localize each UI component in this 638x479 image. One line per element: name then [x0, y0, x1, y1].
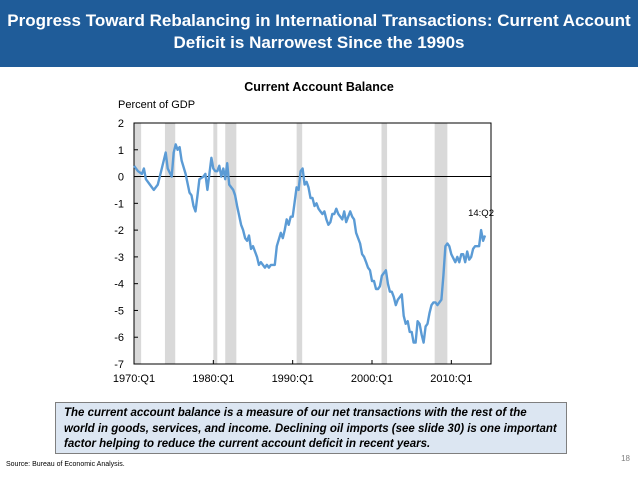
series-line: [133, 143, 487, 344]
y-tick-label: -5: [114, 305, 124, 317]
x-tick-label: 1970:Q1: [113, 373, 155, 385]
x-tick-label: 2010:Q1: [430, 373, 472, 385]
recession-band: [213, 123, 218, 364]
axis-ticks: 2 1 0 -1 -2 -3 -4 -5 -6 -7 1970:Q1 1980:Q1 1990:Q1 20…: [113, 118, 473, 385]
recession-band: [434, 123, 448, 364]
y-axis-label: Percent of GDP: [118, 99, 195, 111]
explanation-note: The current account balance is a measure…: [55, 402, 567, 454]
chart-area: 2 1 0 -1 -2 -3 -4 -5 -6 -7 1970:Q1 1980:Q1 1990:Q1 20…: [0, 67, 638, 397]
recession-band: [296, 123, 303, 364]
x-tick-label: 1990:Q1: [272, 373, 314, 385]
y-tick-label: -7: [114, 359, 124, 371]
y-tick-label: -2: [114, 225, 124, 237]
y-tick-label: -3: [114, 252, 124, 264]
x-tick-label: 1980:Q1: [192, 373, 234, 385]
plot-frame: [133, 122, 492, 365]
y-tick-label: -1: [114, 198, 124, 210]
source-note: Source: Bureau of Economic Analysis.: [6, 461, 125, 468]
current-account-chart: 2 1 0 -1 -2 -3 -4 -5 -6 -7 1970:Q1 1980:Q1 1990:Q1 20…: [113, 80, 494, 385]
y-tick-label: 1: [118, 145, 124, 157]
recession-band: [134, 123, 142, 364]
y-tick-label: 0: [118, 172, 124, 184]
last-point-annotation: 14:Q2: [468, 208, 494, 219]
recession-band: [225, 123, 237, 364]
slide-title-line2: Deficit is Narrowest Since the 1990s: [173, 33, 465, 52]
slide-header: Progress Toward Rebalancing in Internati…: [0, 0, 638, 67]
page-number: 18: [621, 454, 630, 463]
x-tick-label: 2000:Q1: [351, 373, 393, 385]
y-tick-label: 2: [118, 118, 124, 130]
slide-title-line1: Progress Toward Rebalancing in Internati…: [7, 11, 631, 30]
y-tick-label: -4: [114, 279, 124, 291]
recession-band: [164, 123, 176, 364]
recession-band: [381, 123, 388, 364]
y-tick-label: -6: [114, 332, 124, 344]
chart-title: Current Account Balance: [244, 80, 394, 94]
